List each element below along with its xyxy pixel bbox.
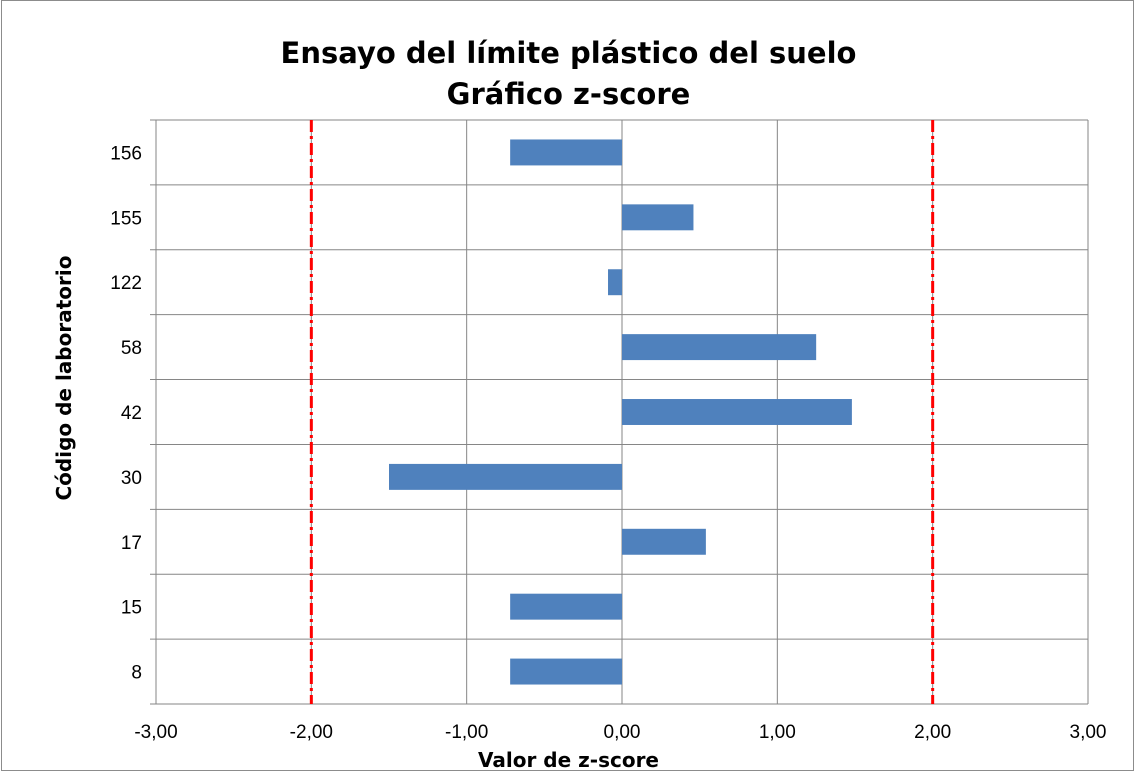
x-tick-label: 2,00 xyxy=(914,722,951,743)
x-tick-label: -1,00 xyxy=(445,722,488,743)
y-tick-label: 122 xyxy=(110,273,142,294)
x-tick-label: 3,00 xyxy=(1070,722,1107,743)
y-tick-label: 156 xyxy=(110,143,142,164)
bar-155 xyxy=(622,204,694,231)
y-tick-label: 15 xyxy=(121,598,142,619)
y-tick-label: 17 xyxy=(121,533,142,554)
chart-title: Ensayo del límite plástico del suelo xyxy=(280,36,857,70)
y-tick-label: 58 xyxy=(121,338,142,359)
y-tick-label: 155 xyxy=(110,208,142,229)
bar-17 xyxy=(622,528,706,555)
bar-15 xyxy=(510,593,622,620)
bar-58 xyxy=(622,334,817,361)
y-tick-label: 30 xyxy=(121,468,142,489)
y-tick-label: 8 xyxy=(131,663,142,684)
bar-42 xyxy=(622,399,852,425)
x-tick-label: 1,00 xyxy=(759,722,796,743)
y-tick-label: 42 xyxy=(121,403,142,424)
x-tick-label: -2,00 xyxy=(290,722,333,743)
x-tick-label: 0,00 xyxy=(604,722,641,743)
bar-8 xyxy=(510,658,622,685)
bar-122 xyxy=(608,269,622,296)
x-tick-label: -3,00 xyxy=(134,722,177,743)
x-axis-label: Valor de z-score xyxy=(477,748,659,772)
bar-30 xyxy=(389,463,622,490)
chart-subtitle: Gráfico z-score xyxy=(446,77,691,111)
bar-156 xyxy=(510,139,622,166)
